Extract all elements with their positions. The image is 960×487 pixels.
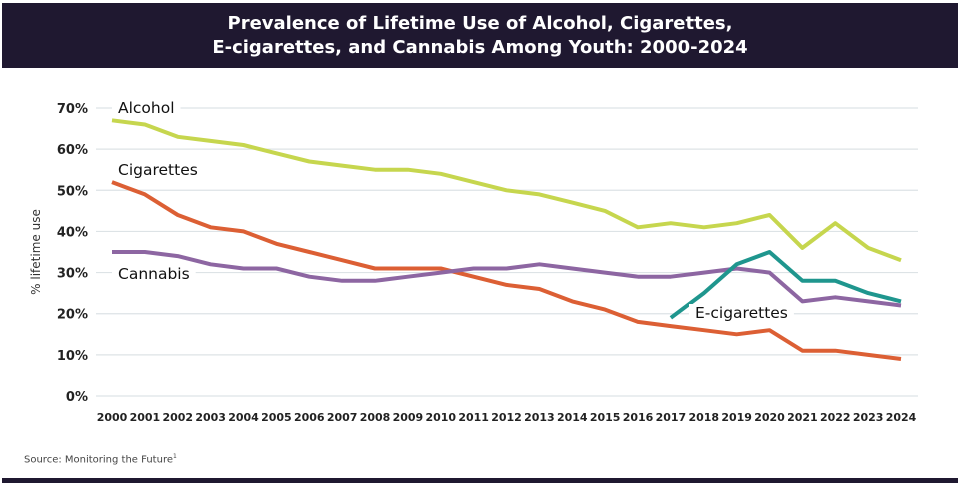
x-tick-label: 2010: [425, 411, 456, 424]
y-tick-label: 40%: [57, 225, 88, 240]
chart-title: Prevalence of Lifetime Use of Alcohol, C…: [212, 12, 747, 60]
x-tick-label: 2005: [261, 411, 292, 424]
x-tick-label: 2015: [590, 411, 621, 424]
x-tick-label: 2012: [491, 411, 522, 424]
x-tick-label: 2016: [623, 411, 654, 424]
series-label-cigarettes: Cigarettes: [118, 161, 198, 179]
x-tick-label: 2023: [853, 411, 884, 424]
y-tick-label: 0%: [66, 390, 88, 405]
y-tick-label: 70%: [57, 102, 88, 117]
series-label-background: [112, 265, 196, 283]
x-tick-label: 2013: [524, 411, 555, 424]
series-label-alcohol: Alcohol: [118, 99, 175, 117]
series-label-background: [112, 161, 204, 179]
x-tick-label: 2008: [360, 411, 391, 424]
x-tick-label: 2017: [656, 411, 687, 424]
x-tick-label: 2014: [557, 411, 588, 424]
x-tick-label: 2009: [393, 411, 424, 424]
chart-title-line2: E-cigarettes, and Cannabis Among Youth: …: [212, 36, 748, 58]
x-tick-label: 2018: [688, 411, 719, 424]
x-tick-label: 2024: [886, 411, 917, 424]
series-label-cannabis: Cannabis: [118, 265, 190, 283]
chart-title-line1: Prevalence of Lifetime Use of Alcohol, C…: [227, 12, 733, 34]
x-tick-label: 2001: [130, 411, 161, 424]
y-tick-label: 60%: [57, 143, 88, 158]
x-tick-label: 2003: [195, 411, 226, 424]
x-tick-label: 2004: [228, 411, 259, 424]
y-tick-label: 50%: [57, 184, 88, 199]
x-tick-label: 2019: [721, 411, 752, 424]
source-footnote: 1: [172, 453, 177, 460]
source-text: Source: Monitoring the Future: [24, 454, 173, 466]
x-tick-label: 2002: [162, 411, 193, 424]
x-tick-label: 2021: [787, 411, 818, 424]
x-tick-label: 2000: [97, 411, 128, 424]
series-line-cigarettes: [111, 180, 902, 361]
y-tick-label: 30%: [57, 267, 88, 282]
bottom-bar: [2, 478, 958, 483]
source-note: Source: Monitoring the Future1: [24, 453, 177, 465]
series-label-background: [689, 304, 794, 322]
series-label-background: [112, 99, 181, 117]
x-tick-label: 2020: [754, 411, 785, 424]
y-tick-label: 10%: [57, 349, 88, 364]
series-label-e-cigarettes: E-cigarettes: [695, 304, 788, 322]
series-line-alcohol: [111, 118, 902, 263]
series-line-e-cigarettes: [669, 250, 902, 320]
y-axis-label: % lifetime use: [29, 209, 43, 295]
x-tick-label: 2007: [327, 411, 358, 424]
x-tick-label: 2011: [458, 411, 489, 424]
x-tick-label: 2006: [294, 411, 325, 424]
title-bar: Prevalence of Lifetime Use of Alcohol, C…: [2, 3, 958, 68]
series-line-cannabis: [112, 250, 902, 308]
y-tick-label: 20%: [57, 308, 88, 323]
x-tick-label: 2022: [820, 411, 851, 424]
